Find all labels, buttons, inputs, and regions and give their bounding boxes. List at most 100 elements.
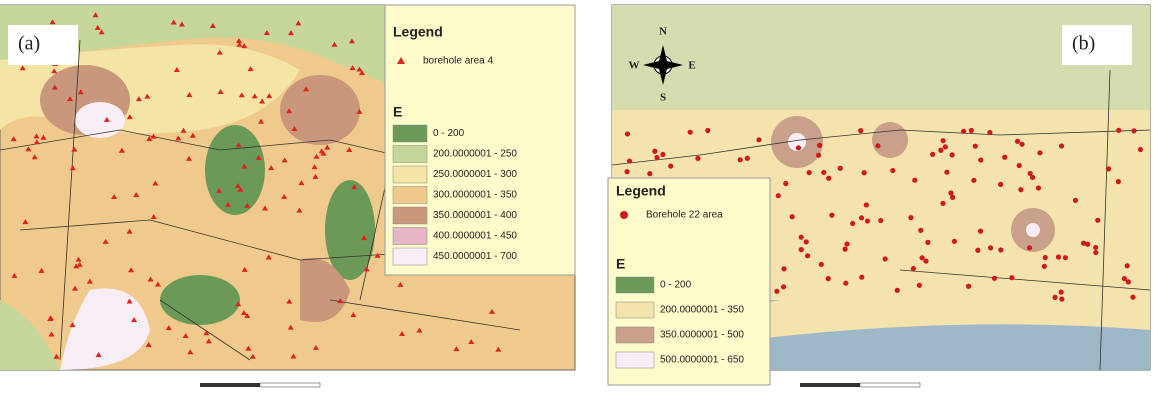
borehole-marker — [940, 201, 945, 206]
borehole-marker — [1125, 263, 1130, 268]
borehole-marker — [1052, 295, 1057, 300]
borehole-marker — [799, 235, 804, 240]
legend-swatch — [393, 248, 427, 265]
borehole-marker — [1063, 255, 1068, 260]
borehole-marker — [1037, 150, 1042, 155]
borehole-marker — [975, 248, 980, 253]
borehole-marker — [850, 221, 855, 226]
borehole-marker — [920, 255, 925, 260]
borehole-marker — [829, 213, 834, 218]
borehole-marker — [911, 266, 916, 271]
borehole-marker — [1056, 254, 1061, 259]
borehole-marker — [1095, 218, 1100, 223]
borehole-marker — [776, 193, 781, 198]
borehole-marker — [930, 152, 935, 157]
borehole-marker — [705, 128, 710, 133]
legend-label: 200.0000001 - 350 — [660, 305, 744, 316]
borehole-marker — [695, 156, 700, 161]
borehole-marker — [1138, 147, 1143, 152]
borehole-marker — [624, 169, 629, 174]
borehole-marker — [908, 215, 913, 220]
borehole-marker — [799, 247, 804, 252]
borehole-marker — [883, 256, 888, 261]
borehole-marker — [821, 170, 826, 175]
borehole-marker — [1002, 155, 1007, 160]
legend-title: E — [393, 104, 402, 120]
borehole-marker — [774, 289, 779, 294]
legend-swatch — [616, 302, 654, 318]
borehole-marker — [875, 143, 880, 148]
borehole-marker — [865, 218, 870, 223]
borehole-marker — [1018, 187, 1023, 192]
borehole-marker — [878, 218, 883, 223]
borehole-marker — [625, 131, 630, 136]
legend-label: borehole area 4 — [423, 56, 493, 67]
borehole-marker — [1036, 185, 1041, 190]
map-b: (b) N S W E LegendBorehole 22 areaE0 - 2… — [608, 5, 1150, 387]
borehole-marker — [1027, 245, 1032, 250]
borehole-marker — [858, 128, 863, 133]
borehole-marker — [781, 284, 786, 289]
legend-label: 0 - 200 — [660, 280, 692, 291]
borehole-marker — [781, 266, 786, 271]
borehole-marker — [756, 137, 761, 142]
borehole-marker — [826, 176, 831, 181]
borehole-marker — [998, 182, 1003, 187]
borehole-marker — [804, 239, 809, 244]
borehole-marker — [966, 284, 971, 289]
borehole-marker — [988, 245, 993, 250]
borehole-marker — [1015, 139, 1020, 144]
borehole-marker — [950, 152, 955, 157]
borehole-marker — [1073, 198, 1078, 203]
borehole-marker — [796, 145, 801, 150]
panel-label: (b) — [1072, 33, 1095, 55]
borehole-marker — [652, 149, 657, 154]
borehole-marker — [941, 138, 946, 143]
borehole-marker — [660, 152, 665, 157]
borehole-marker — [861, 170, 866, 175]
borehole-marker — [952, 239, 957, 244]
legend-swatch — [616, 352, 654, 368]
borehole-marker — [647, 171, 652, 176]
borehole-marker — [1059, 143, 1064, 148]
legend-label: 400.0000001 - 450 — [433, 231, 517, 242]
borehole-marker — [859, 275, 864, 280]
borehole-marker — [912, 178, 917, 183]
borehole-marker — [864, 202, 869, 207]
legend-label: 200.0000001 - 250 — [433, 149, 517, 160]
borehole-marker — [819, 262, 824, 267]
legend-swatch — [393, 146, 427, 163]
borehole-marker — [1081, 241, 1086, 246]
compass-n: N — [659, 26, 667, 38]
borehole-marker — [843, 247, 848, 252]
borehole-marker — [807, 170, 812, 175]
borehole-marker — [1130, 295, 1135, 300]
borehole-marker — [943, 144, 948, 149]
legend-label: 300.0000001 - 350 — [433, 190, 517, 201]
compass-e: E — [688, 60, 695, 72]
borehole-marker — [1042, 264, 1047, 269]
legend-title: Legend — [616, 183, 666, 199]
borehole-marker — [817, 143, 822, 148]
borehole-marker — [971, 178, 976, 183]
borehole-marker — [1030, 175, 1035, 180]
legend-label: 250.0000001 - 300 — [433, 169, 517, 180]
figure: (a) Legendborehole area 4E0 - 200200.000… — [0, 0, 1153, 400]
borehole-marker — [627, 158, 632, 163]
borehole-marker — [1093, 245, 1098, 250]
legend-title: E — [616, 256, 625, 272]
borehole-marker — [925, 240, 930, 245]
borehole-marker — [1093, 250, 1098, 255]
borehole-marker — [1116, 179, 1121, 184]
borehole-marker — [805, 253, 810, 258]
borehole-marker — [688, 130, 693, 135]
legend-swatch — [393, 125, 427, 142]
borehole-marker — [838, 166, 843, 171]
borehole-marker — [992, 276, 997, 281]
legend-label: 350.0000001 - 500 — [660, 330, 744, 341]
borehole-marker — [859, 215, 864, 220]
borehole-marker — [938, 148, 943, 153]
borehole-marker — [654, 155, 659, 160]
legend-title: Legend — [393, 24, 443, 40]
